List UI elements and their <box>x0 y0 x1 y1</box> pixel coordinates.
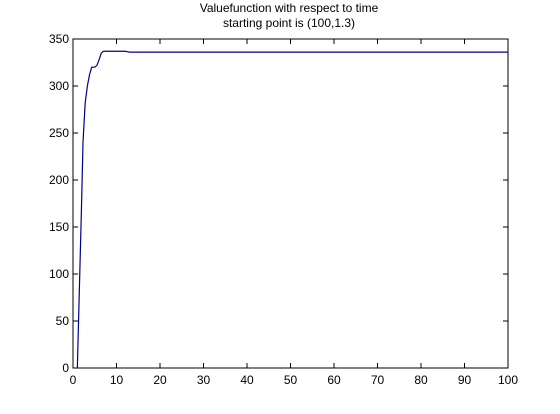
x-tick-label: 20 <box>153 373 167 387</box>
y-tick-label: 100 <box>49 267 69 281</box>
y-tick-label: 350 <box>49 32 69 46</box>
y-tick-label: 250 <box>49 126 69 140</box>
x-tick-label: 80 <box>414 373 428 387</box>
y-tick-label: 0 <box>62 361 69 375</box>
x-tick-label: 0 <box>70 373 77 387</box>
x-tick-label: 40 <box>240 373 254 387</box>
series-line <box>76 50 508 369</box>
x-tick-label: 60 <box>327 373 341 387</box>
x-tick-label: 50 <box>284 373 298 387</box>
plot-area <box>72 38 509 369</box>
y-tick-label: 150 <box>49 220 69 234</box>
x-tick-label: 30 <box>197 373 211 387</box>
tick-layer: 0 10 20 30 40 50 60 70 80 90 100 0 50 100 150 200 250 300… <box>49 32 518 387</box>
x-tick-label: 10 <box>110 373 124 387</box>
x-tick-label: 70 <box>371 373 385 387</box>
y-tick-label: 50 <box>56 314 70 328</box>
y-tick-label: 300 <box>49 79 69 93</box>
y-tick-label: 200 <box>49 173 69 187</box>
x-tick-label: 90 <box>458 373 472 387</box>
chart-subtitle: starting point is (100,1.3) <box>223 16 355 30</box>
chart-title: Valuefunction with respect to time <box>200 1 379 15</box>
x-tick-label: 100 <box>498 373 518 387</box>
